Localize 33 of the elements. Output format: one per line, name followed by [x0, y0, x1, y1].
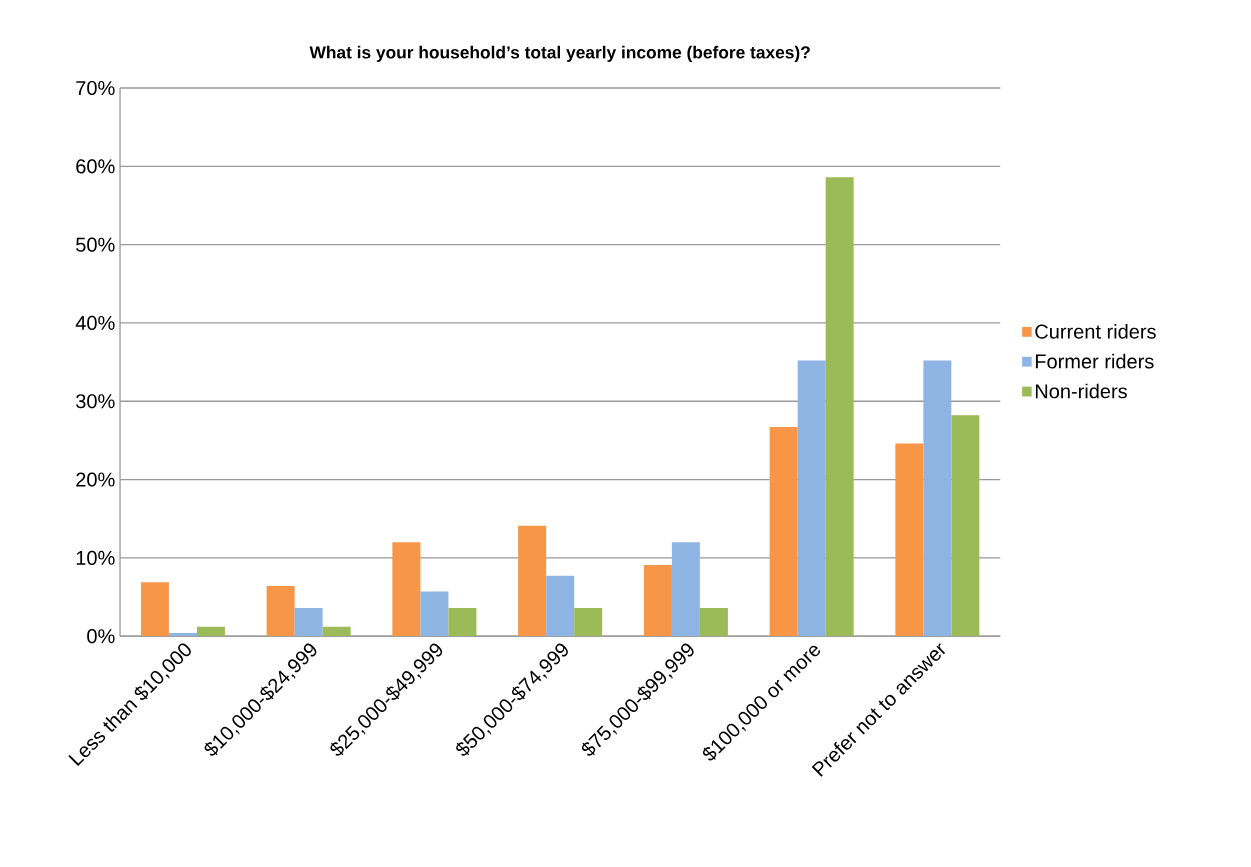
- legend-label: Current riders: [1035, 324, 1156, 339]
- y-tick-label: 40%: [75, 315, 115, 331]
- bar: [923, 360, 952, 637]
- bar: [294, 608, 323, 637]
- bar: [420, 591, 449, 637]
- bar: [448, 608, 477, 637]
- y-tick-label: 0%: [87, 629, 115, 644]
- y-tick-label: 20%: [76, 472, 115, 487]
- legend-label: Former riders: [1035, 353, 1154, 369]
- bar: [825, 177, 854, 637]
- bar: [392, 542, 421, 637]
- bar: [574, 608, 603, 637]
- bar: [322, 626, 351, 637]
- bar: [140, 582, 169, 637]
- bar: [518, 525, 547, 637]
- chart-title: What is your household’s total yearly income (before taxes)?: [309, 45, 810, 63]
- y-tick-label: 50%: [76, 237, 115, 252]
- bar: [797, 360, 826, 637]
- bar: [196, 626, 225, 637]
- bar: [769, 427, 798, 637]
- bar: [671, 542, 700, 637]
- bar: [546, 575, 575, 637]
- bar: [168, 633, 197, 637]
- bar: [895, 443, 924, 637]
- bar: [699, 608, 728, 637]
- y-tick-label: 10%: [76, 550, 115, 565]
- bar: [266, 586, 295, 637]
- y-tick-label: 70%: [76, 80, 115, 96]
- bar: [643, 564, 672, 637]
- y-tick-label: 30%: [76, 394, 115, 409]
- bar: [951, 415, 980, 637]
- legend-label: Non-riders: [1035, 383, 1127, 399]
- y-tick-label: 60%: [76, 159, 115, 174]
